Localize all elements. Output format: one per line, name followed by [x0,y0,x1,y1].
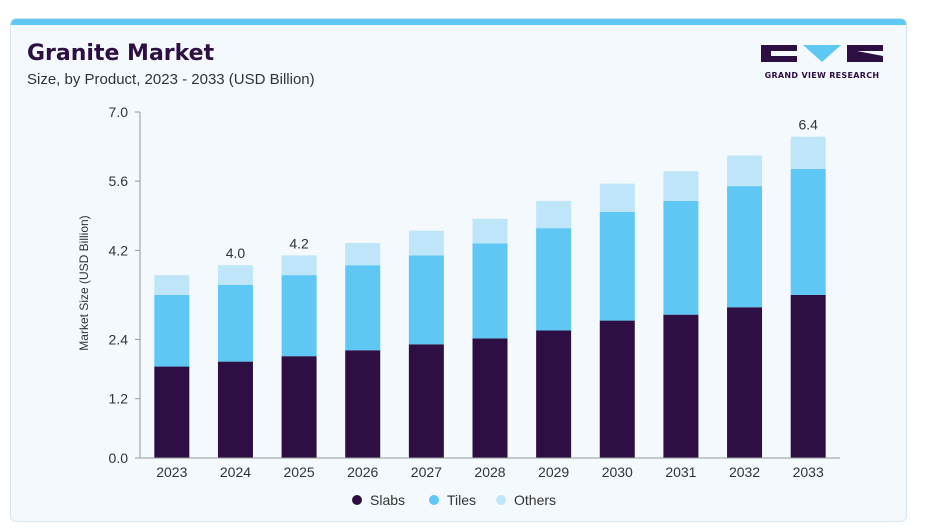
x-axis: 2023 2024 2025 2026 2027 2028 2029 2030 2031 2032… [140,457,840,480]
legend-label-slabs: Slabs [370,492,405,508]
bar-others-2026 [345,242,381,266]
bar-slabs-2026 [345,350,381,458]
bar-tiles-2026 [345,265,381,351]
bar-slabs-2025 [281,356,317,458]
bar-slabs-2027 [408,344,444,458]
bars [154,136,826,458]
total-label: 4.2 [289,235,309,251]
logo-text: GRAND VIEW RESEARCH [764,71,880,80]
bar-slabs-2032 [727,307,763,458]
grand-view-research-logo: GRAND VIEW RESEARCH [757,43,887,85]
y-axis: 0.0 1.2 2.4 4.2 5.6 7.0 [109,104,141,466]
bar-tiles-2024 [217,285,253,362]
bar-others-2025 [281,255,317,276]
x-tick-label: 2028 [474,464,505,480]
x-tick-label: 2023 [156,464,187,480]
y-tick-label: 2.4 [109,331,129,347]
x-tick-label: 2024 [220,464,251,480]
bar-slabs-2031 [663,314,699,458]
x-tick-label: 2032 [729,464,760,480]
total-label: 4.0 [226,245,246,261]
x-tick-label: 2033 [793,464,824,480]
x-tick-label: 2026 [347,464,378,480]
y-tick-label: 7.0 [109,104,129,120]
bar-tiles-2025 [281,275,317,357]
total-label: 6.4 [798,117,818,133]
bar-others-2031 [663,171,699,201]
bar-tiles-2032 [727,186,763,308]
chart-title: Granite Market [27,41,215,66]
bar-slabs-2028 [472,338,508,458]
bar-others-2029 [536,200,572,229]
total-labels: 4.0 4.2 6.4 [226,117,818,262]
bar-tiles-2030 [599,211,635,321]
x-tick-label: 2030 [602,464,633,480]
bar-others-2028 [472,218,508,244]
legend-swatch-others [496,495,506,505]
legend: Slabs Tiles Others [352,492,556,508]
bar-others-2024 [217,265,253,285]
legend-swatch-slabs [352,495,362,505]
bar-tiles-2031 [663,200,699,315]
bar-others-2023 [154,275,190,295]
legend-label-others: Others [514,492,556,508]
bar-slabs-2029 [536,330,572,458]
bar-tiles-2023 [154,294,190,367]
y-tick-label: 1.2 [109,391,129,407]
legend-swatch-tiles [429,495,439,505]
y-tick-label: 5.6 [109,173,129,189]
x-tick-label: 2025 [284,464,315,480]
bar-tiles-2027 [408,255,444,345]
legend-label-tiles: Tiles [447,492,476,508]
accent-bar [11,19,906,25]
y-tick-label: 0.0 [109,450,129,466]
y-tick-label: 4.2 [109,242,129,258]
bar-tiles-2028 [472,243,508,339]
bar-others-2032 [727,155,763,187]
logo-mark-icon [761,45,883,62]
bar-tiles-2029 [536,228,572,331]
bar-others-2027 [408,230,444,256]
bar-others-2030 [599,183,635,212]
x-tick-label: 2031 [665,464,696,480]
bar-slabs-2030 [599,320,635,458]
bar-slabs-2024 [217,361,253,458]
bar-others-2033 [790,136,826,169]
bar-slabs-2023 [154,366,190,458]
chart-subtitle: Size, by Product, 2023 - 2033 (USD Billi… [27,71,315,88]
bar-tiles-2033 [790,168,826,295]
bar-slabs-2033 [790,294,826,458]
x-tick-label: 2029 [538,464,569,480]
x-tick-label: 2027 [411,464,442,480]
y-axis-label: Market Size (USD Billion) [77,215,91,350]
